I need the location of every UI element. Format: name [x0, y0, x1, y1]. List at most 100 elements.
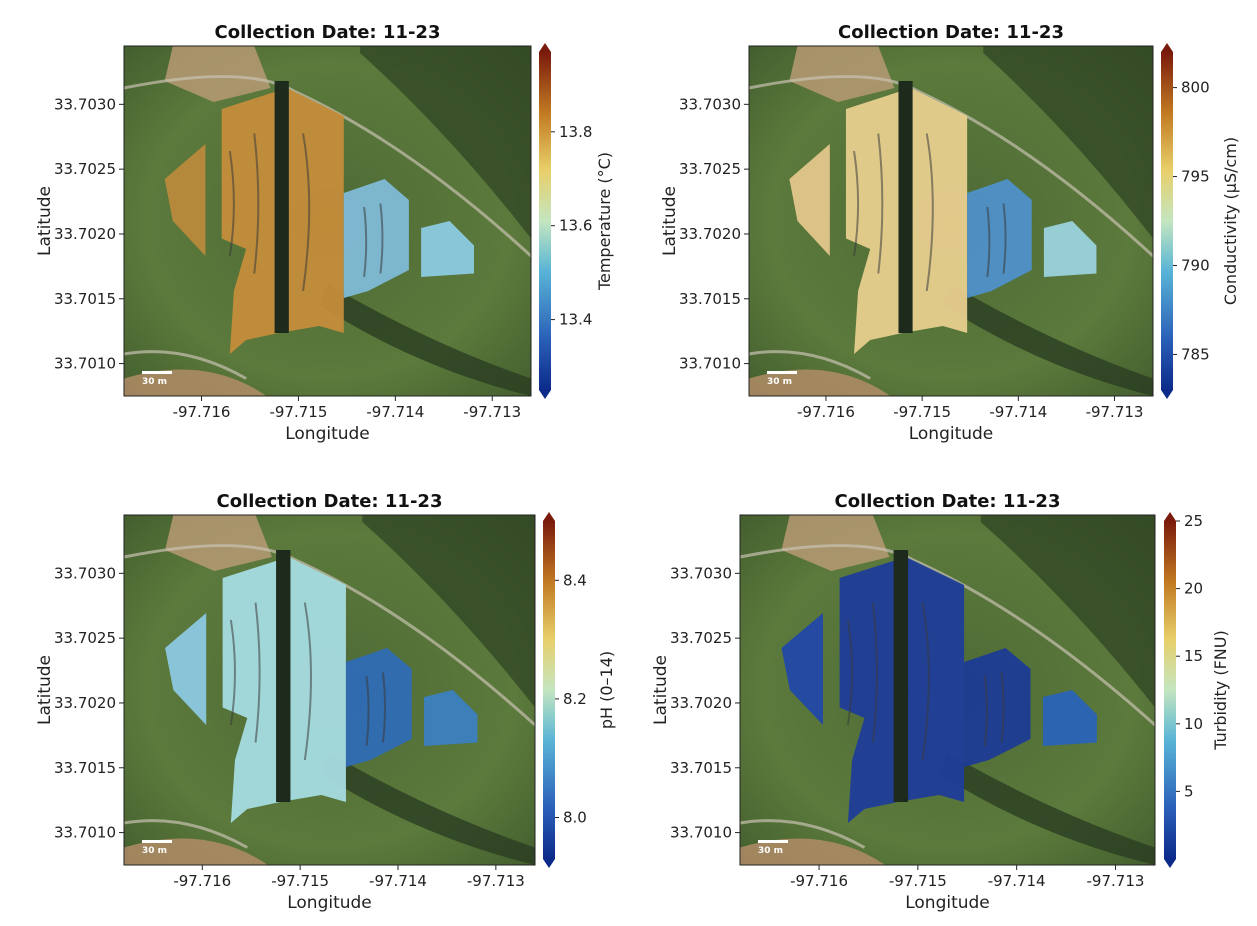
x-tick-label: -97.715 [269, 403, 327, 421]
y-tick-label: 33.7020 [54, 694, 116, 712]
bare-soil-patch [164, 46, 271, 102]
x-tick-label: -97.714 [988, 872, 1046, 890]
colorbar-tick-label: 13.6 [559, 217, 592, 235]
water-region [165, 613, 207, 725]
y-tick-label: 33.7025 [679, 160, 741, 178]
y-tick-label: 33.7025 [54, 629, 116, 647]
scale-bar [758, 840, 788, 843]
y-tick-label: 33.7010 [54, 355, 116, 373]
water-region [343, 179, 409, 298]
y-tick-label: 33.7015 [54, 759, 116, 777]
plot-frame [123, 45, 532, 397]
scale-bar-label: 30 m [758, 846, 783, 856]
y-axis-label: Latitude [660, 186, 680, 256]
colorbar-tick-label: 8.4 [563, 571, 587, 589]
dirt-road [739, 819, 866, 849]
bare-soil-patch [165, 515, 272, 571]
scale-bar [767, 371, 797, 374]
colorbar-tick-label: 13.4 [559, 311, 592, 329]
x-axis-label: Longitude [909, 424, 994, 444]
y-tick-label: 33.7015 [54, 290, 116, 308]
y-axis-label: Latitude [35, 655, 55, 725]
scale-bar-label: 30 m [142, 846, 167, 856]
y-tick-label: 33.7010 [54, 824, 116, 842]
scale-bar [142, 371, 172, 374]
colorbar-tick-label: 800 [1181, 79, 1210, 97]
colorbar-extend-max [539, 43, 551, 52]
x-tick-label: -97.713 [463, 403, 521, 421]
x-tick-label: -97.715 [893, 403, 951, 421]
colorbar-tick-label: 8.0 [563, 808, 587, 826]
creek-channel [939, 753, 1155, 865]
water-region [964, 648, 1031, 767]
survey-gap-strip [274, 81, 289, 333]
tree-cover [360, 46, 531, 239]
y-tick-label: 33.7020 [670, 694, 732, 712]
colorbar-extend-min [1161, 390, 1173, 399]
x-axis-label: Longitude [287, 893, 372, 913]
survey-gap-strip [898, 81, 913, 333]
creek-channel [321, 753, 535, 865]
chart-title: Collection Date: 11-23 [838, 22, 1064, 43]
x-axis-label: Longitude [285, 424, 370, 444]
plot-frame [739, 514, 1156, 866]
panel-3: Collection Date: 11-23 30 m -97.716 -97.715… [35, 491, 616, 913]
colorbar-tick-label: 5 [1184, 782, 1194, 800]
colorbar [539, 52, 551, 390]
dirt-road [123, 819, 249, 849]
y-tick-label: 33.7030 [54, 564, 116, 582]
colorbar-tick-label: 25 [1184, 512, 1203, 530]
bare-soil-patch [749, 369, 891, 396]
y-tick-label: 33.7015 [670, 759, 732, 777]
colorbar-label: Temperature (°C) [595, 152, 614, 291]
colorbar [1161, 52, 1173, 390]
survey-gap-strip [893, 550, 909, 802]
x-tick-label: -97.716 [797, 403, 855, 421]
tree-cover [983, 46, 1153, 239]
colorbar-extend-max [1161, 43, 1173, 52]
water-region [781, 613, 823, 725]
colorbar-tick-label: 785 [1181, 345, 1210, 363]
y-axis-label: Latitude [651, 655, 671, 725]
colorbar-extend-max [1164, 512, 1176, 521]
dirt-road [748, 350, 871, 380]
y-tick-label: 33.7015 [679, 290, 741, 308]
x-tick-label: -97.715 [889, 872, 947, 890]
x-tick-label: -97.715 [271, 872, 329, 890]
panel-1: Collection Date: 11-23 30 m -97.716 -97.715… [35, 22, 614, 444]
y-tick-label: 33.7010 [679, 355, 741, 373]
bare-soil-patch [124, 369, 267, 396]
colorbar-extend-min [539, 390, 551, 399]
scale-bar-label: 30 m [767, 377, 792, 387]
plot-frame [748, 45, 1154, 397]
panel-2: Collection Date: 11-23 30 m -97.716 -97.715… [660, 22, 1240, 444]
colorbar-tick-label: 20 [1184, 580, 1203, 598]
colorbar-extend-max [543, 512, 555, 521]
bare-soil-patch [124, 838, 268, 865]
y-tick-label: 33.7030 [670, 564, 732, 582]
dirt-road [123, 544, 537, 727]
y-tick-label: 33.7025 [54, 160, 116, 178]
tree-cover [980, 515, 1155, 708]
tree-cover [362, 515, 535, 708]
x-axis-label: Longitude [905, 893, 990, 913]
bare-soil-patch [781, 515, 890, 571]
dirt-road [739, 544, 1157, 727]
colorbar-tick-label: 790 [1181, 256, 1210, 274]
plot-frame [123, 514, 536, 866]
water-region [424, 690, 478, 746]
colorbar-extend-min [1164, 859, 1176, 868]
colorbar [543, 521, 555, 859]
water-region [1042, 690, 1097, 746]
bare-soil-patch [789, 46, 895, 102]
dirt-road [123, 350, 247, 380]
y-tick-label: 33.7010 [670, 824, 732, 842]
boat-track [846, 602, 1005, 761]
scale-bar-label: 30 m [142, 377, 167, 387]
x-tick-label: -97.716 [173, 403, 231, 421]
chart-title: Collection Date: 11-23 [217, 491, 443, 512]
x-tick-label: -97.713 [1087, 872, 1145, 890]
survey-gap-strip [276, 550, 291, 802]
x-tick-label: -97.716 [173, 872, 231, 890]
